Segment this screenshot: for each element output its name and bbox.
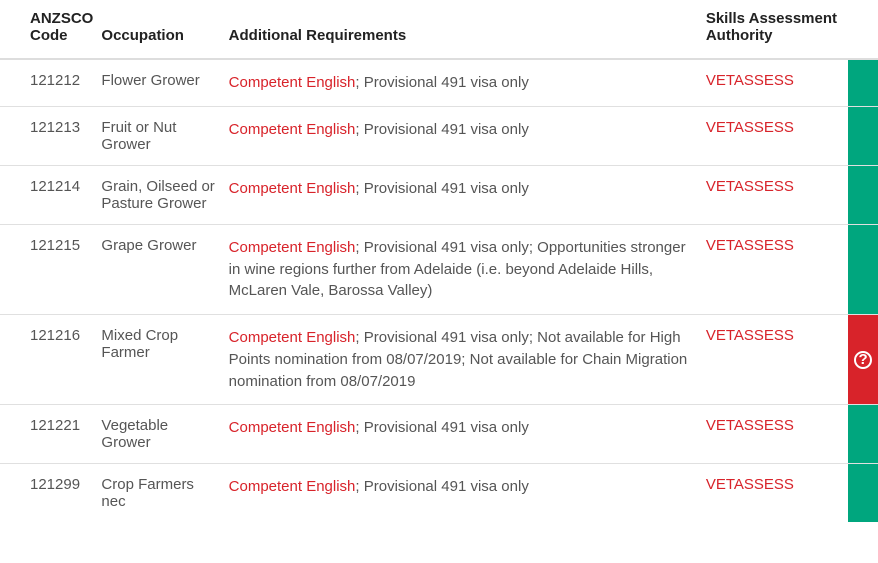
question-icon: ? bbox=[854, 351, 872, 369]
cell-authority: VETASSESS bbox=[700, 59, 848, 106]
status-indicator-red: ? bbox=[848, 315, 878, 404]
requirement-suffix: ; Provisional 491 visa only bbox=[355, 121, 528, 138]
authority-link[interactable]: VETASSESS bbox=[706, 119, 794, 136]
table-row: 121221Vegetable GrowerCompetent English;… bbox=[0, 405, 878, 464]
status-indicator-green bbox=[848, 225, 878, 314]
cell-requirements: Competent English; Provisional 491 visa … bbox=[223, 106, 700, 165]
requirement-suffix: ; Provisional 491 visa only bbox=[355, 74, 528, 91]
cell-requirements: Competent English; Provisional 491 visa … bbox=[223, 464, 700, 523]
cell-occupation: Fruit or Nut Grower bbox=[95, 106, 222, 165]
cell-occupation: Grain, Oilseed or Pasture Grower bbox=[95, 165, 222, 224]
cell-code: 121299 bbox=[0, 464, 95, 523]
table-row: 121214Grain, Oilseed or Pasture GrowerCo… bbox=[0, 165, 878, 224]
status-indicator-green bbox=[848, 107, 878, 165]
table-header-row: ANZSCO Code Occupation Additional Requir… bbox=[0, 0, 878, 59]
cell-requirements: Competent English; Provisional 491 visa … bbox=[223, 315, 700, 405]
cell-code: 121214 bbox=[0, 165, 95, 224]
competent-english-link[interactable]: Competent English bbox=[229, 329, 356, 346]
table-row: 121213Fruit or Nut GrowerCompetent Engli… bbox=[0, 106, 878, 165]
cell-authority: VETASSESS bbox=[700, 165, 848, 224]
authority-link[interactable]: VETASSESS bbox=[706, 327, 794, 344]
competent-english-link[interactable]: Competent English bbox=[229, 478, 356, 495]
status-indicator-green bbox=[848, 464, 878, 522]
cell-occupation: Grape Grower bbox=[95, 224, 222, 314]
status-indicator-green bbox=[848, 166, 878, 224]
cell-requirements: Competent English; Provisional 491 visa … bbox=[223, 165, 700, 224]
table-row: 121299Crop Farmers necCompetent English;… bbox=[0, 464, 878, 523]
cell-status bbox=[848, 224, 878, 314]
cell-status bbox=[848, 464, 878, 523]
cell-status bbox=[848, 59, 878, 106]
header-occupation: Occupation bbox=[95, 0, 222, 59]
cell-requirements: Competent English; Provisional 491 visa … bbox=[223, 59, 700, 106]
requirement-suffix: ; Provisional 491 visa only bbox=[355, 478, 528, 495]
table-row: 121216Mixed Crop FarmerCompetent English… bbox=[0, 315, 878, 405]
competent-english-link[interactable]: Competent English bbox=[229, 419, 356, 436]
cell-authority: VETASSESS bbox=[700, 464, 848, 523]
cell-status bbox=[848, 165, 878, 224]
requirement-suffix: ; Provisional 491 visa only bbox=[355, 419, 528, 436]
header-status bbox=[848, 0, 878, 59]
header-authority: Skills Assessment Authority bbox=[700, 0, 848, 59]
cell-occupation: Mixed Crop Farmer bbox=[95, 315, 222, 405]
requirement-suffix: ; Provisional 491 visa only bbox=[355, 180, 528, 197]
cell-requirements: Competent English; Provisional 491 visa … bbox=[223, 405, 700, 464]
header-requirements: Additional Requirements bbox=[223, 0, 700, 59]
occupation-table: ANZSCO Code Occupation Additional Requir… bbox=[0, 0, 878, 522]
cell-code: 121215 bbox=[0, 224, 95, 314]
authority-link[interactable]: VETASSESS bbox=[706, 72, 794, 89]
cell-occupation: Vegetable Grower bbox=[95, 405, 222, 464]
authority-link[interactable]: VETASSESS bbox=[706, 178, 794, 195]
table-row: 121212Flower GrowerCompetent English; Pr… bbox=[0, 59, 878, 106]
cell-code: 121216 bbox=[0, 315, 95, 405]
cell-authority: VETASSESS bbox=[700, 315, 848, 405]
cell-authority: VETASSESS bbox=[700, 224, 848, 314]
cell-occupation: Crop Farmers nec bbox=[95, 464, 222, 523]
cell-requirements: Competent English; Provisional 491 visa … bbox=[223, 224, 700, 314]
cell-code: 121212 bbox=[0, 59, 95, 106]
cell-status bbox=[848, 106, 878, 165]
status-indicator-green bbox=[848, 405, 878, 463]
status-indicator-green bbox=[848, 60, 878, 106]
competent-english-link[interactable]: Competent English bbox=[229, 121, 356, 138]
cell-status bbox=[848, 405, 878, 464]
authority-link[interactable]: VETASSESS bbox=[706, 417, 794, 434]
cell-authority: VETASSESS bbox=[700, 106, 848, 165]
cell-occupation: Flower Grower bbox=[95, 59, 222, 106]
cell-code: 121213 bbox=[0, 106, 95, 165]
competent-english-link[interactable]: Competent English bbox=[229, 239, 356, 256]
authority-link[interactable]: VETASSESS bbox=[706, 237, 794, 254]
competent-english-link[interactable]: Competent English bbox=[229, 180, 356, 197]
authority-link[interactable]: VETASSESS bbox=[706, 476, 794, 493]
header-code: ANZSCO Code bbox=[0, 0, 95, 59]
cell-authority: VETASSESS bbox=[700, 405, 848, 464]
table-row: 121215Grape GrowerCompetent English; Pro… bbox=[0, 224, 878, 314]
cell-code: 121221 bbox=[0, 405, 95, 464]
competent-english-link[interactable]: Competent English bbox=[229, 74, 356, 91]
cell-status: ? bbox=[848, 315, 878, 405]
